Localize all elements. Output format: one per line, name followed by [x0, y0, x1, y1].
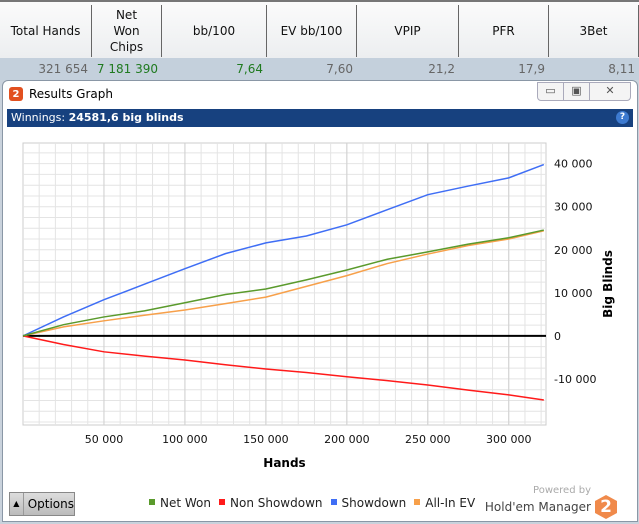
series-line-showdown	[22, 163, 545, 337]
brand-name: Hold'em Manager	[484, 500, 591, 514]
column-header[interactable]: bb/100	[162, 5, 267, 57]
legend-item[interactable]: Showdown	[330, 496, 407, 510]
series-line-net-won	[22, 229, 544, 337]
y-tick-label: 30 000	[554, 201, 593, 214]
stat-value: 7,60	[326, 62, 353, 76]
minimize-button[interactable]: ▭	[538, 83, 564, 100]
column-header[interactable]: VPIP	[357, 5, 459, 57]
series-line-all-in-ev	[22, 230, 544, 337]
options-label: Options	[27, 497, 74, 511]
x-tick-label: 150 000	[243, 433, 289, 446]
results-graph-window: 2 Results Graph ▭ ▣ ✕ Winnings: 24581,6 …	[2, 80, 638, 522]
options-button[interactable]: ▲ Options	[9, 492, 75, 516]
series-line-non-showdown	[22, 335, 544, 401]
y-tick-label: 0	[554, 330, 561, 343]
stat-value: 8,11	[608, 62, 635, 76]
stat-value: 21,2	[428, 62, 455, 76]
window-title-text: Results Graph	[29, 87, 113, 101]
help-icon[interactable]: ?	[616, 111, 629, 124]
close-button[interactable]: ✕	[605, 84, 615, 97]
x-tick-label: 250 000	[405, 433, 451, 446]
legend-item[interactable]: Net Won	[149, 496, 211, 510]
results-chart: 50 000 100 000 150 000 200 000 250 000 300 00…	[22, 142, 615, 470]
legend-item[interactable]: Non Showdown	[219, 496, 323, 510]
hm2-hex-logo-icon: 2	[595, 495, 617, 519]
hm2-logo-icon: 2	[9, 87, 23, 101]
winnings-value: 24581,6 big blinds	[68, 111, 184, 124]
legend-item[interactable]: All-In EV	[414, 496, 475, 510]
legend-swatch	[149, 499, 155, 505]
y-axis-label: Big Blinds	[601, 250, 615, 318]
window-controls: ▭ ▣ ✕	[537, 82, 631, 101]
y-tick-label: 20 000	[554, 244, 593, 257]
stat-value: 7,64	[236, 62, 263, 76]
x-tick-label: 200 000	[324, 433, 370, 446]
y-tick-label: 40 000	[554, 158, 593, 171]
restore-button[interactable]: ▣	[564, 83, 590, 100]
brand: Hold'em Manager 2	[485, 495, 617, 519]
legend-label: All-In EV	[425, 496, 476, 510]
column-header[interactable]: Total Hands	[0, 5, 92, 57]
column-header[interactable]: Net Won Chips	[92, 5, 162, 57]
y-tick-label: -10 000	[554, 373, 596, 386]
x-tick-label: 50 000	[85, 433, 124, 446]
x-tick-label: 100 000	[162, 433, 208, 446]
stat-value: 321 654	[38, 62, 88, 76]
legend-swatch	[330, 499, 337, 505]
stats-row[interactable]: 321 654 7 181 390 7,64 7,60 21,2 17,9 8,11	[0, 58, 639, 80]
winnings-label: Winnings:	[11, 111, 66, 124]
y-tick-label: 10 000	[554, 287, 593, 300]
powered-by-text: Powered by	[533, 485, 591, 496]
stat-value: 7 181 390	[96, 62, 158, 76]
legend-label: Showdown	[341, 496, 407, 510]
legend-label: Non Showdown	[230, 496, 323, 510]
x-axis-label: Hands	[263, 456, 305, 470]
column-header[interactable]: 3Bet	[549, 5, 639, 57]
chart-legend: Net Won Non Showdown Showdown All-In EV	[149, 496, 475, 510]
x-tick-label: 300 000	[486, 433, 532, 446]
legend-swatch	[414, 499, 421, 505]
winnings-bar: Winnings: 24581,6 big blinds ?	[7, 109, 633, 127]
column-header[interactable]: EV bb/100	[267, 5, 357, 57]
window-title: 2 Results Graph	[9, 87, 113, 101]
stats-header: Total Hands Net Won Chips bb/100 EV bb/100 V…	[0, 0, 639, 58]
legend-label: Net Won	[160, 496, 211, 510]
legend-swatch	[219, 499, 225, 505]
triangle-up-icon: ▲	[10, 493, 24, 515]
plot-area	[22, 142, 547, 426]
stat-value: 17,9	[518, 62, 545, 76]
column-header[interactable]: PFR	[459, 5, 549, 57]
